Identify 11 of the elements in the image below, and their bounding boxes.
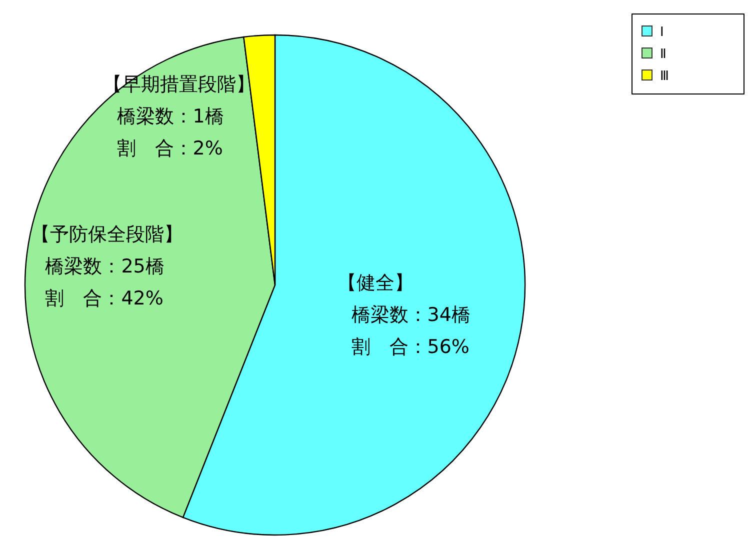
legend-label: Ⅱ xyxy=(660,47,666,62)
text: 割 合：56% xyxy=(351,336,470,358)
legend-label: Ⅲ xyxy=(660,69,669,84)
text: 橋梁数：34橋 xyxy=(351,304,470,326)
text: 橋梁数：1橋 xyxy=(116,105,224,128)
text: 割 合：42% xyxy=(45,288,164,310)
text: 【予防保全段階】 xyxy=(31,224,184,246)
text: 【健全】 xyxy=(337,272,414,294)
text: 割 合：2% xyxy=(116,137,223,160)
legend-label: Ⅰ xyxy=(660,25,664,40)
text: 橋梁数：25橋 xyxy=(45,256,164,278)
